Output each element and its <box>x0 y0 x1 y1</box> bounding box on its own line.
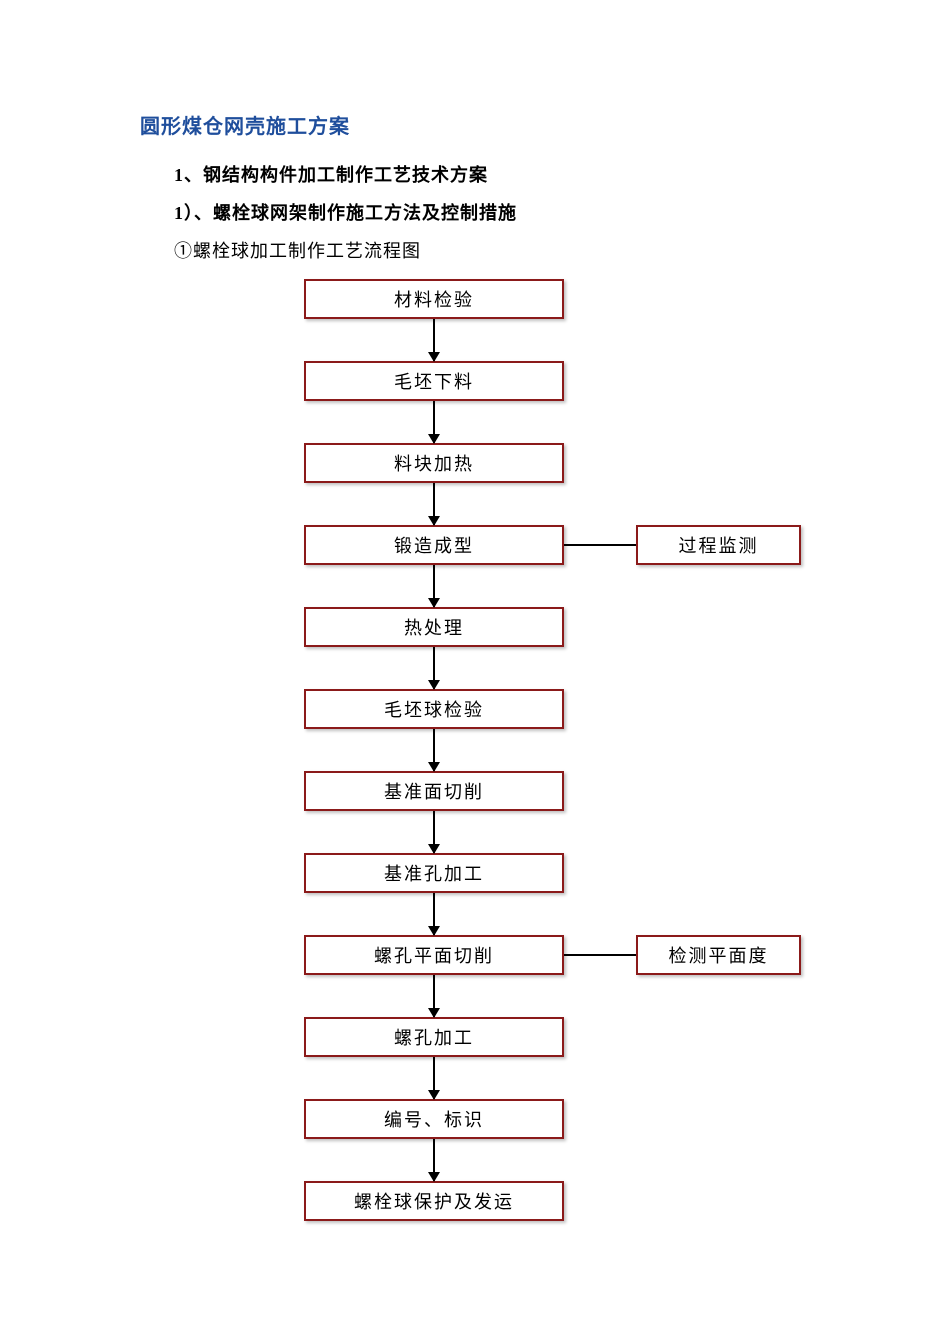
flowchart-node: 基准面切削 <box>304 771 564 811</box>
flowchart-arrow <box>433 1057 435 1099</box>
flowchart-connector <box>564 954 636 956</box>
subsection-heading: 1）、螺栓球网架制作施工方法及控制措施 <box>140 199 805 225</box>
flowchart-node: 基准孔加工 <box>304 853 564 893</box>
flowchart-node: 螺栓球保护及发运 <box>304 1181 564 1221</box>
flowchart-intro: ①螺栓球加工制作工艺流程图 <box>140 237 805 263</box>
section-heading: 1、钢结构构件加工制作工艺技术方案 <box>140 161 805 187</box>
flowchart-arrow <box>433 1139 435 1181</box>
flowchart-node: 螺孔加工 <box>304 1017 564 1057</box>
flowchart-arrow <box>433 729 435 771</box>
flowchart-node: 毛坯球检验 <box>304 689 564 729</box>
flowchart-arrow <box>433 811 435 853</box>
flowchart-arrow <box>433 975 435 1017</box>
flowchart-node: 毛坯下料 <box>304 361 564 401</box>
flowchart-arrow <box>433 319 435 361</box>
flowchart-arrow <box>433 565 435 607</box>
flowchart-node: 过程监测 <box>636 525 801 565</box>
flowchart-arrow <box>433 401 435 443</box>
flowchart-node: 材料检验 <box>304 279 564 319</box>
flowchart-node: 螺孔平面切削 <box>304 935 564 975</box>
flowchart-canvas: 材料检验毛坯下料料块加热锻造成型 过程监测热处理毛坯球检验基准面切削基准孔加工螺孔… <box>174 279 839 1279</box>
flowchart-arrow <box>433 893 435 935</box>
flowchart-node: 料块加热 <box>304 443 564 483</box>
flowchart-node: 锻造成型 <box>304 525 564 565</box>
flowchart-node: 检测平面度 <box>636 935 801 975</box>
flowchart-arrow <box>433 647 435 689</box>
flowchart-node: 热处理 <box>304 607 564 647</box>
flowchart-arrow <box>433 483 435 525</box>
page-title: 圆形煤仓网壳施工方案 <box>140 110 805 139</box>
flowchart-node: 编号、标识 <box>304 1099 564 1139</box>
flowchart-connector <box>564 544 636 546</box>
